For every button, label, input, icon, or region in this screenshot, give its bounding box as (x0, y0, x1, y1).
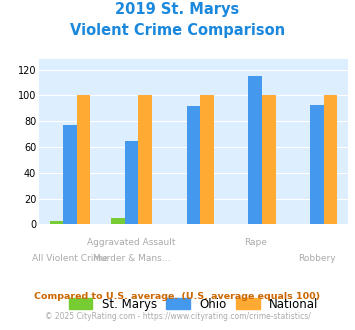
Text: Rape: Rape (244, 238, 267, 247)
Bar (262, 95, 275, 224)
Legend: St. Marys, Ohio, National: St. Marys, Ohio, National (64, 293, 323, 315)
Text: Compared to U.S. average. (U.S. average equals 100): Compared to U.S. average. (U.S. average … (34, 292, 321, 301)
Text: © 2025 CityRating.com - https://www.cityrating.com/crime-statistics/: © 2025 CityRating.com - https://www.city… (45, 312, 310, 321)
Bar (50, 220, 63, 224)
Text: Violent Crime Comparison: Violent Crime Comparison (70, 23, 285, 38)
Bar (125, 141, 138, 224)
Text: 2019 St. Marys: 2019 St. Marys (115, 2, 240, 16)
Bar (248, 76, 262, 224)
Bar (111, 218, 125, 224)
Text: All Violent Crime: All Violent Crime (32, 254, 108, 263)
Bar (63, 125, 77, 224)
Bar (187, 106, 200, 224)
Text: Robbery: Robbery (298, 254, 336, 263)
Text: Murder & Mans...: Murder & Mans... (93, 254, 170, 263)
Bar (310, 105, 324, 224)
Bar (77, 95, 90, 224)
Bar (324, 95, 337, 224)
Bar (200, 95, 214, 224)
Text: Aggravated Assault: Aggravated Assault (87, 238, 176, 247)
Bar (138, 95, 152, 224)
